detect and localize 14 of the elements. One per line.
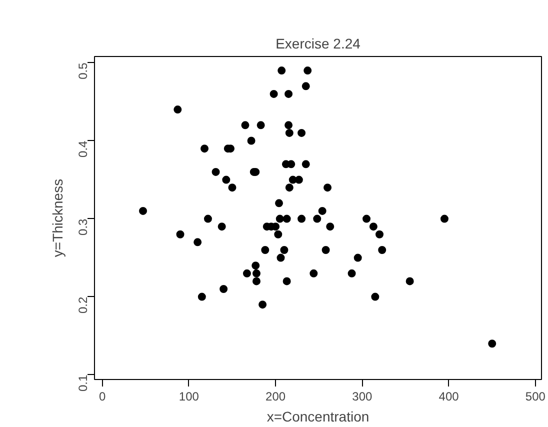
x-tick-label: 500 bbox=[525, 390, 546, 404]
y-axis-title: y=Thickness bbox=[50, 178, 66, 258]
y-tick-label: 0.3 bbox=[76, 218, 90, 236]
y-tick-label: 0.2 bbox=[76, 296, 90, 314]
x-tick-label: 200 bbox=[266, 390, 286, 404]
chart-title: Exercise 2.24 bbox=[276, 36, 361, 52]
x-tick-label: 300 bbox=[352, 390, 373, 404]
x-axis-title: x=Concentration bbox=[266, 408, 370, 424]
y-tick-label: 0.4 bbox=[76, 140, 90, 158]
x-tick-label: 400 bbox=[438, 390, 460, 404]
x-tick-label: 0 bbox=[98, 390, 106, 404]
y-tick-label: 0.1 bbox=[76, 374, 90, 392]
y-tick-label: 0.5 bbox=[76, 62, 90, 80]
x-tick-label: 100 bbox=[178, 390, 200, 404]
